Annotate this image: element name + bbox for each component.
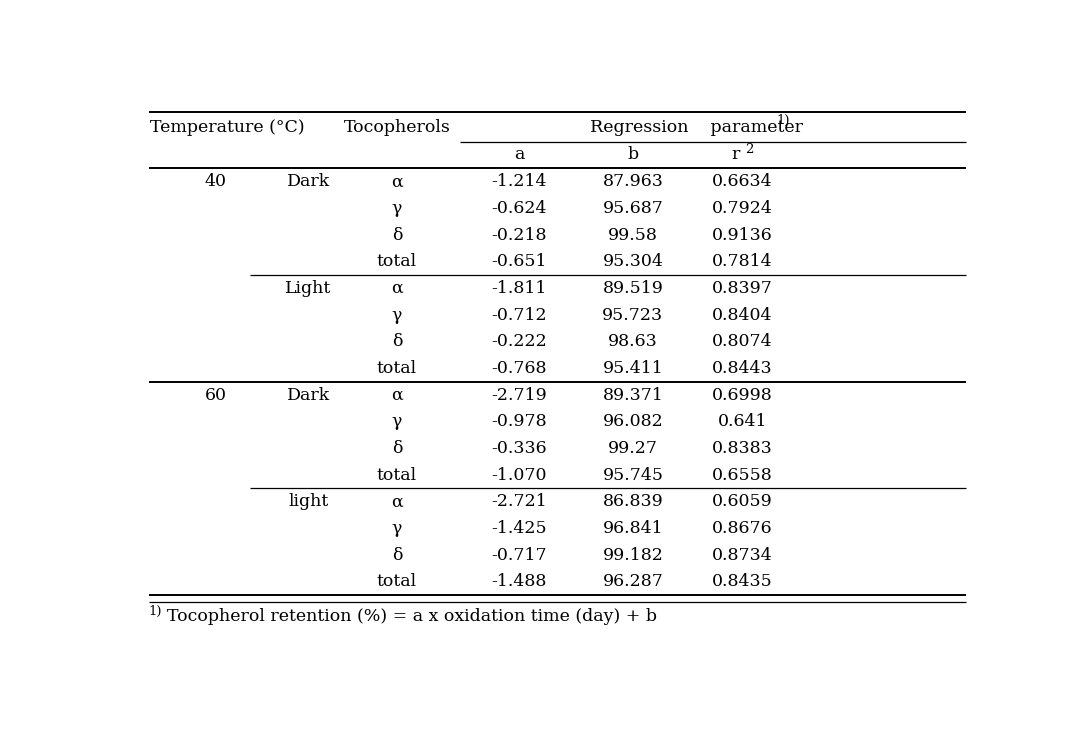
- Text: total: total: [377, 360, 417, 377]
- Text: γ: γ: [391, 520, 402, 537]
- Text: r: r: [732, 146, 740, 163]
- Text: α: α: [391, 280, 403, 297]
- Text: 0.641: 0.641: [717, 413, 767, 430]
- Text: light: light: [288, 493, 328, 510]
- Text: 0.8734: 0.8734: [712, 547, 773, 564]
- Text: 0.8676: 0.8676: [712, 520, 773, 537]
- Text: 95.745: 95.745: [602, 467, 663, 484]
- Text: 95.411: 95.411: [602, 360, 663, 377]
- Text: 95.687: 95.687: [602, 200, 663, 217]
- Text: 0.6998: 0.6998: [712, 387, 773, 404]
- Text: -1.425: -1.425: [491, 520, 547, 537]
- Text: 0.8443: 0.8443: [712, 360, 773, 377]
- Text: 0.9136: 0.9136: [712, 227, 773, 244]
- Text: -1.488: -1.488: [491, 573, 547, 590]
- Text: Dark: Dark: [287, 387, 330, 404]
- Text: -1.811: -1.811: [491, 280, 547, 297]
- Text: -0.712: -0.712: [491, 307, 547, 324]
- Text: 0.8404: 0.8404: [712, 307, 773, 324]
- Text: 2: 2: [745, 142, 753, 156]
- Text: total: total: [377, 467, 417, 484]
- Text: 96.082: 96.082: [602, 413, 663, 430]
- Text: -1.214: -1.214: [491, 173, 547, 190]
- Text: -0.218: -0.218: [491, 227, 547, 244]
- Text: Tocopherols: Tocopherols: [343, 119, 450, 136]
- Text: 0.7924: 0.7924: [712, 200, 773, 217]
- Text: δ: δ: [391, 547, 402, 564]
- Text: δ: δ: [391, 227, 402, 244]
- Text: γ: γ: [391, 307, 402, 324]
- Text: 0.6634: 0.6634: [712, 173, 773, 190]
- Text: α: α: [391, 493, 403, 510]
- Text: -0.222: -0.222: [491, 333, 547, 350]
- Text: α: α: [391, 173, 403, 190]
- Text: 0.8435: 0.8435: [712, 573, 773, 590]
- Text: -0.978: -0.978: [491, 413, 547, 430]
- Text: 40: 40: [205, 173, 227, 190]
- Text: Light: Light: [286, 280, 332, 297]
- Text: 95.304: 95.304: [602, 253, 663, 270]
- Text: 99.27: 99.27: [608, 440, 658, 457]
- Text: δ: δ: [391, 333, 402, 350]
- Text: -2.719: -2.719: [491, 387, 547, 404]
- Text: 86.839: 86.839: [602, 493, 663, 510]
- Text: -0.624: -0.624: [491, 200, 547, 217]
- Text: Temperature (°C): Temperature (°C): [150, 119, 304, 136]
- Text: 98.63: 98.63: [608, 333, 658, 350]
- Text: α: α: [391, 387, 403, 404]
- Text: δ: δ: [391, 440, 402, 457]
- Text: 0.6059: 0.6059: [712, 493, 773, 510]
- Text: Tocopherol retention (%) = a x oxidation time (day) + b: Tocopherol retention (%) = a x oxidation…: [167, 608, 657, 625]
- Text: 0.8074: 0.8074: [712, 333, 773, 350]
- Text: Dark: Dark: [287, 173, 330, 190]
- Text: 1): 1): [149, 605, 162, 618]
- Text: a: a: [514, 146, 524, 163]
- Text: 95.723: 95.723: [602, 307, 663, 324]
- Text: 1): 1): [776, 115, 789, 128]
- Text: total: total: [377, 253, 417, 270]
- Text: 87.963: 87.963: [602, 173, 663, 190]
- Text: 89.519: 89.519: [602, 280, 663, 297]
- Text: 0.8383: 0.8383: [712, 440, 773, 457]
- Text: γ: γ: [391, 200, 402, 217]
- Text: -0.336: -0.336: [491, 440, 547, 457]
- Text: b: b: [627, 146, 638, 163]
- Text: 99.182: 99.182: [602, 547, 663, 564]
- Text: -0.768: -0.768: [491, 360, 547, 377]
- Text: 0.7814: 0.7814: [712, 253, 773, 270]
- Text: -2.721: -2.721: [491, 493, 547, 510]
- Text: 99.58: 99.58: [608, 227, 658, 244]
- Text: Regression    parameter: Regression parameter: [589, 119, 802, 136]
- Text: 96.287: 96.287: [602, 573, 663, 590]
- Text: 60: 60: [205, 387, 227, 404]
- Text: -0.717: -0.717: [491, 547, 547, 564]
- Text: 96.841: 96.841: [602, 520, 663, 537]
- Text: -0.651: -0.651: [491, 253, 547, 270]
- Text: total: total: [377, 573, 417, 590]
- Text: 89.371: 89.371: [602, 387, 663, 404]
- Text: γ: γ: [391, 413, 402, 430]
- Text: 0.6558: 0.6558: [712, 467, 773, 484]
- Text: 0.8397: 0.8397: [712, 280, 773, 297]
- Text: -1.070: -1.070: [491, 467, 547, 484]
